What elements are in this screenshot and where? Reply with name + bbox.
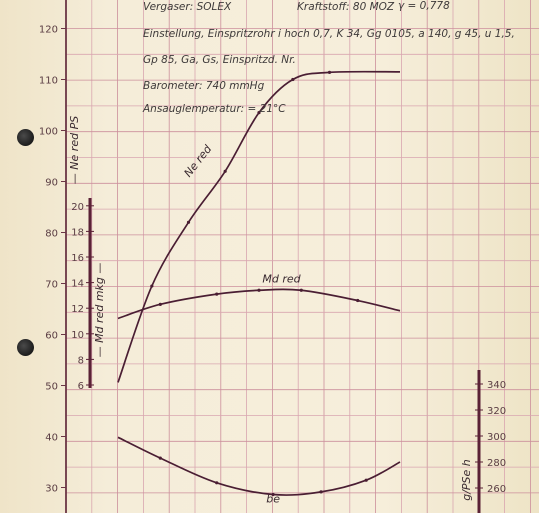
data-point: [186, 220, 191, 224]
power-tick-label: 50: [45, 382, 58, 393]
note-jets: Gp 85, Ga, Gs, Einspritzd. Nr.: [143, 54, 296, 66]
power-axis-title: — Ne red PS: [68, 116, 81, 184]
data-point: [257, 111, 261, 115]
torque-tick-label: 6: [78, 381, 84, 392]
series-be: [117, 436, 401, 496]
power-tick-label: 70: [45, 280, 58, 291]
consumption-tick-label: 260: [487, 484, 506, 495]
power-tick-label: 100: [39, 127, 58, 138]
torque-axis-title: — Md red mkg —: [93, 263, 106, 358]
note-carburetor: Vergaser: SOLEX: [143, 1, 232, 13]
consumption-tick-label: 300: [487, 432, 506, 443]
series-label: Ne red: [182, 142, 216, 180]
punch-hole-bottom: [17, 339, 34, 356]
consumption-axis-title: g/PSe h: [460, 459, 473, 501]
note-setting: Einstellung, Einspritzrohr i hoch 0,7, K…: [143, 28, 515, 40]
power-tick-label: 40: [45, 433, 58, 444]
consumption-tick-label: 280: [487, 458, 506, 469]
note-barometer: Barometer: 740 mmHg: [143, 80, 265, 92]
series-label: be: [266, 493, 280, 506]
torque-tick-label: 18: [71, 227, 84, 238]
power-tick-label: 30: [45, 484, 58, 495]
note-intake-temp: Ansauglemperatur: = 21°C: [143, 103, 286, 115]
power-tick-label: 120: [39, 25, 58, 36]
data-point: [150, 284, 154, 288]
data-point: [158, 456, 162, 460]
torque-tick-label: 10: [71, 330, 84, 341]
data-point: [215, 292, 219, 296]
torque-tick-label: 16: [71, 253, 84, 264]
data-point: [364, 478, 368, 482]
power-tick-label: 60: [45, 331, 58, 342]
power-tick-label: 80: [45, 229, 58, 240]
power-tick-label: 110: [39, 76, 58, 87]
data-point: [299, 288, 303, 292]
consumption-tick-label: 340: [487, 380, 506, 391]
data-point: [223, 169, 227, 173]
note-fuel: Kraftstoff: 80 MOZ: [297, 1, 395, 13]
data-point: [356, 298, 360, 303]
torque-tick-label: 8: [78, 355, 84, 366]
consumption-tick-label: 320: [487, 406, 506, 417]
torque-tick-label: 20: [71, 202, 84, 213]
data-point: [215, 481, 219, 485]
series-label: Md red: [262, 272, 301, 285]
data-point: [291, 77, 295, 82]
data-point: [327, 70, 332, 74]
grid: [65, 0, 539, 513]
torque-tick-label: 14: [71, 279, 84, 290]
data-point: [271, 492, 275, 497]
axis-labels: 30 40 50 60 70 80 90 100 110 120 6 8 10 12 14 16 18 20 260…: [39, 25, 506, 501]
data-point: [257, 288, 261, 292]
torque-tick-label: 12: [71, 304, 84, 315]
series-curves: Ne red Md red be: [117, 70, 401, 506]
axes: [61, 0, 483, 513]
note-density: γ = 0,778: [398, 0, 450, 12]
data-point: [319, 490, 323, 494]
punch-hole-top: [17, 129, 34, 146]
data-point: [158, 302, 162, 306]
series-ne-red: [117, 70, 401, 383]
power-tick-label: 90: [45, 178, 58, 189]
